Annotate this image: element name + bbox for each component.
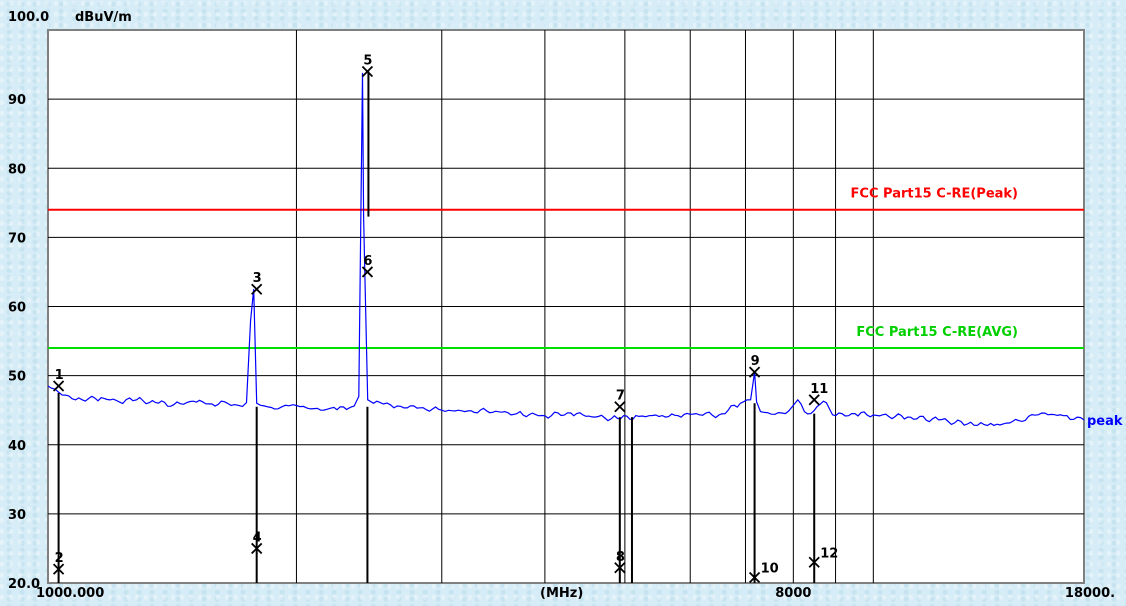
marker-label: 7 [616, 389, 625, 404]
limit-line-label: FCC Part15 C-RE(AVG) [856, 325, 1018, 340]
x-tick-label: 1000.000 [36, 586, 104, 601]
x-tick-label: 18000. [1065, 586, 1115, 601]
limit-lines-layer: FCC Part15 C-RE(Peak) FCC Part15 C-RE(AVG… [48, 187, 1084, 349]
marker-label: 1 [55, 368, 64, 383]
marker-3: 3 [251, 271, 263, 295]
marker-12: 12 [808, 546, 838, 568]
series-label: peak [1087, 414, 1123, 429]
marker-x-stroke [52, 380, 65, 392]
y-tick-label: 20.0 [8, 577, 40, 592]
marker-x-stroke [251, 283, 263, 295]
x-tick-label: 8000 [775, 586, 811, 601]
marker-x-stroke [808, 394, 820, 406]
marker-stems-layer [57, 71, 816, 583]
marker-x-stroke [251, 542, 263, 555]
marker-label: 9 [751, 354, 760, 369]
series-line-peak [47, 72, 1085, 427]
marker-label: 3 [253, 271, 262, 286]
marker-5: 5 [361, 53, 374, 78]
y-tick-label: 100.0 [8, 10, 49, 25]
marker-x-stroke [808, 556, 820, 568]
marker-x-stroke [614, 401, 626, 413]
y-tick-label: 50 [8, 370, 26, 385]
y-tick-label: 40 [8, 439, 26, 454]
marker-label: 8 [616, 550, 625, 565]
marker-11: 11 [808, 382, 828, 406]
marker-label: 2 [55, 551, 64, 566]
marker-1: 1 [52, 368, 65, 392]
y-tick-label: 90 [8, 93, 26, 108]
marker-2: 2 [52, 551, 65, 575]
y-tick-label: 60 [8, 301, 26, 316]
y-axis-unit: dBuV/m [75, 10, 132, 25]
y-tick-label: 30 [8, 508, 26, 523]
marker-x-stroke [361, 65, 374, 78]
series-layer: peak [47, 72, 1123, 429]
marker-label: 12 [820, 546, 838, 561]
marker-9: 9 [748, 354, 761, 378]
marker-label: 11 [810, 382, 828, 397]
marker-x-stroke [748, 366, 761, 378]
marker-4: 4 [251, 530, 263, 555]
y-tick-label: 70 [8, 231, 26, 246]
marker-8: 8 [614, 550, 626, 574]
marker-7: 7 [614, 389, 626, 413]
marker-label: 5 [363, 53, 372, 68]
marker-x-stroke [361, 266, 374, 278]
marker-x-stroke [52, 563, 65, 575]
marker-x-stroke [748, 571, 761, 584]
marker-label: 6 [363, 254, 372, 269]
marker-label: 10 [761, 561, 779, 576]
marker-10: 10 [748, 561, 779, 584]
y-tick-label: 80 [8, 162, 26, 177]
marker-label: 4 [253, 530, 262, 545]
limit-line-label: FCC Part15 C-RE(Peak) [851, 187, 1018, 202]
x-axis-unit: (MHz) [540, 586, 583, 601]
marker-6: 6 [361, 254, 374, 278]
marker-x-stroke [614, 562, 626, 574]
